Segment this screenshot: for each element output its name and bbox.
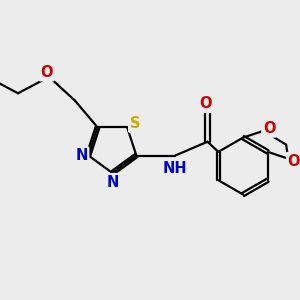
Text: S: S [130, 116, 140, 131]
Text: NH: NH [163, 161, 188, 176]
Text: O: O [199, 96, 211, 111]
Text: O: O [40, 65, 53, 80]
Text: N: N [106, 175, 118, 190]
Text: O: O [288, 154, 300, 169]
Text: O: O [263, 121, 275, 136]
Text: N: N [75, 148, 88, 163]
